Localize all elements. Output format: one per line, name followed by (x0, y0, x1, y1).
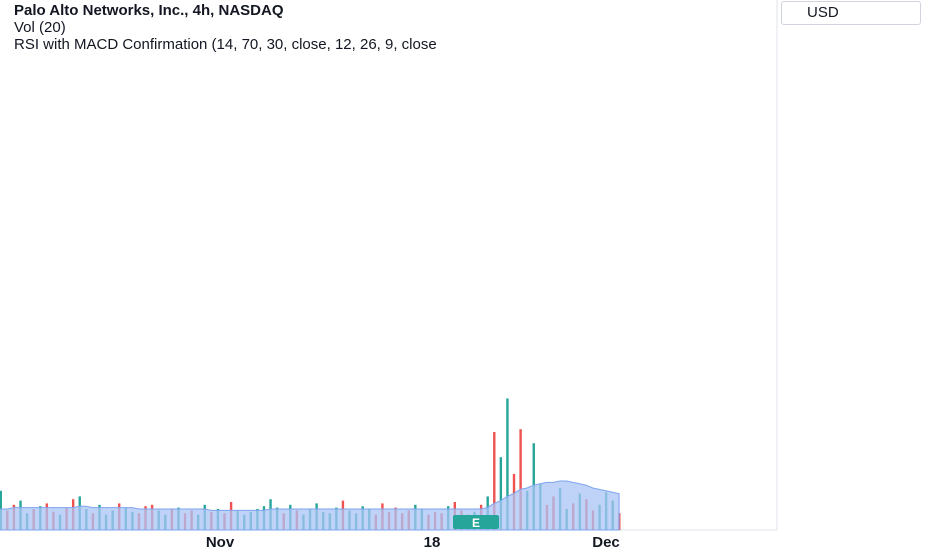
chart-legend: Palo Alto Networks, Inc., 4h, NASDAQ Vol… (14, 2, 774, 53)
x-tick-label: Dec (592, 534, 620, 550)
volume-bar (519, 429, 522, 530)
volume-bar (506, 398, 509, 530)
legend-symbol-title[interactable]: Palo Alto Networks, Inc., 4h, NASDAQ (14, 2, 284, 19)
volume-bar (493, 432, 496, 530)
volume-ma-area (0, 480, 620, 531)
earnings-badge-label: E (472, 516, 480, 530)
currency-button[interactable]: USD (781, 1, 921, 25)
volume-bar (499, 457, 503, 530)
x-tick-label: Nov (206, 534, 235, 550)
earnings-badge (453, 515, 499, 529)
x-tick-label: 18 (424, 534, 441, 550)
legend-volume[interactable]: Vol (20) (14, 19, 66, 36)
legend-indicator[interactable]: RSI with MACD Confirmation (14, 70, 30, … (14, 36, 437, 53)
